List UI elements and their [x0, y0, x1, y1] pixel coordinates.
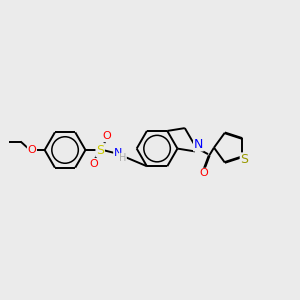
Text: S: S	[240, 153, 248, 166]
Text: H: H	[119, 154, 126, 164]
Text: N: N	[114, 148, 122, 158]
Text: S: S	[96, 143, 104, 157]
Text: O: O	[200, 168, 208, 178]
Text: O: O	[102, 131, 111, 141]
Text: O: O	[28, 145, 36, 155]
Text: N: N	[194, 138, 203, 151]
Text: O: O	[90, 159, 98, 169]
